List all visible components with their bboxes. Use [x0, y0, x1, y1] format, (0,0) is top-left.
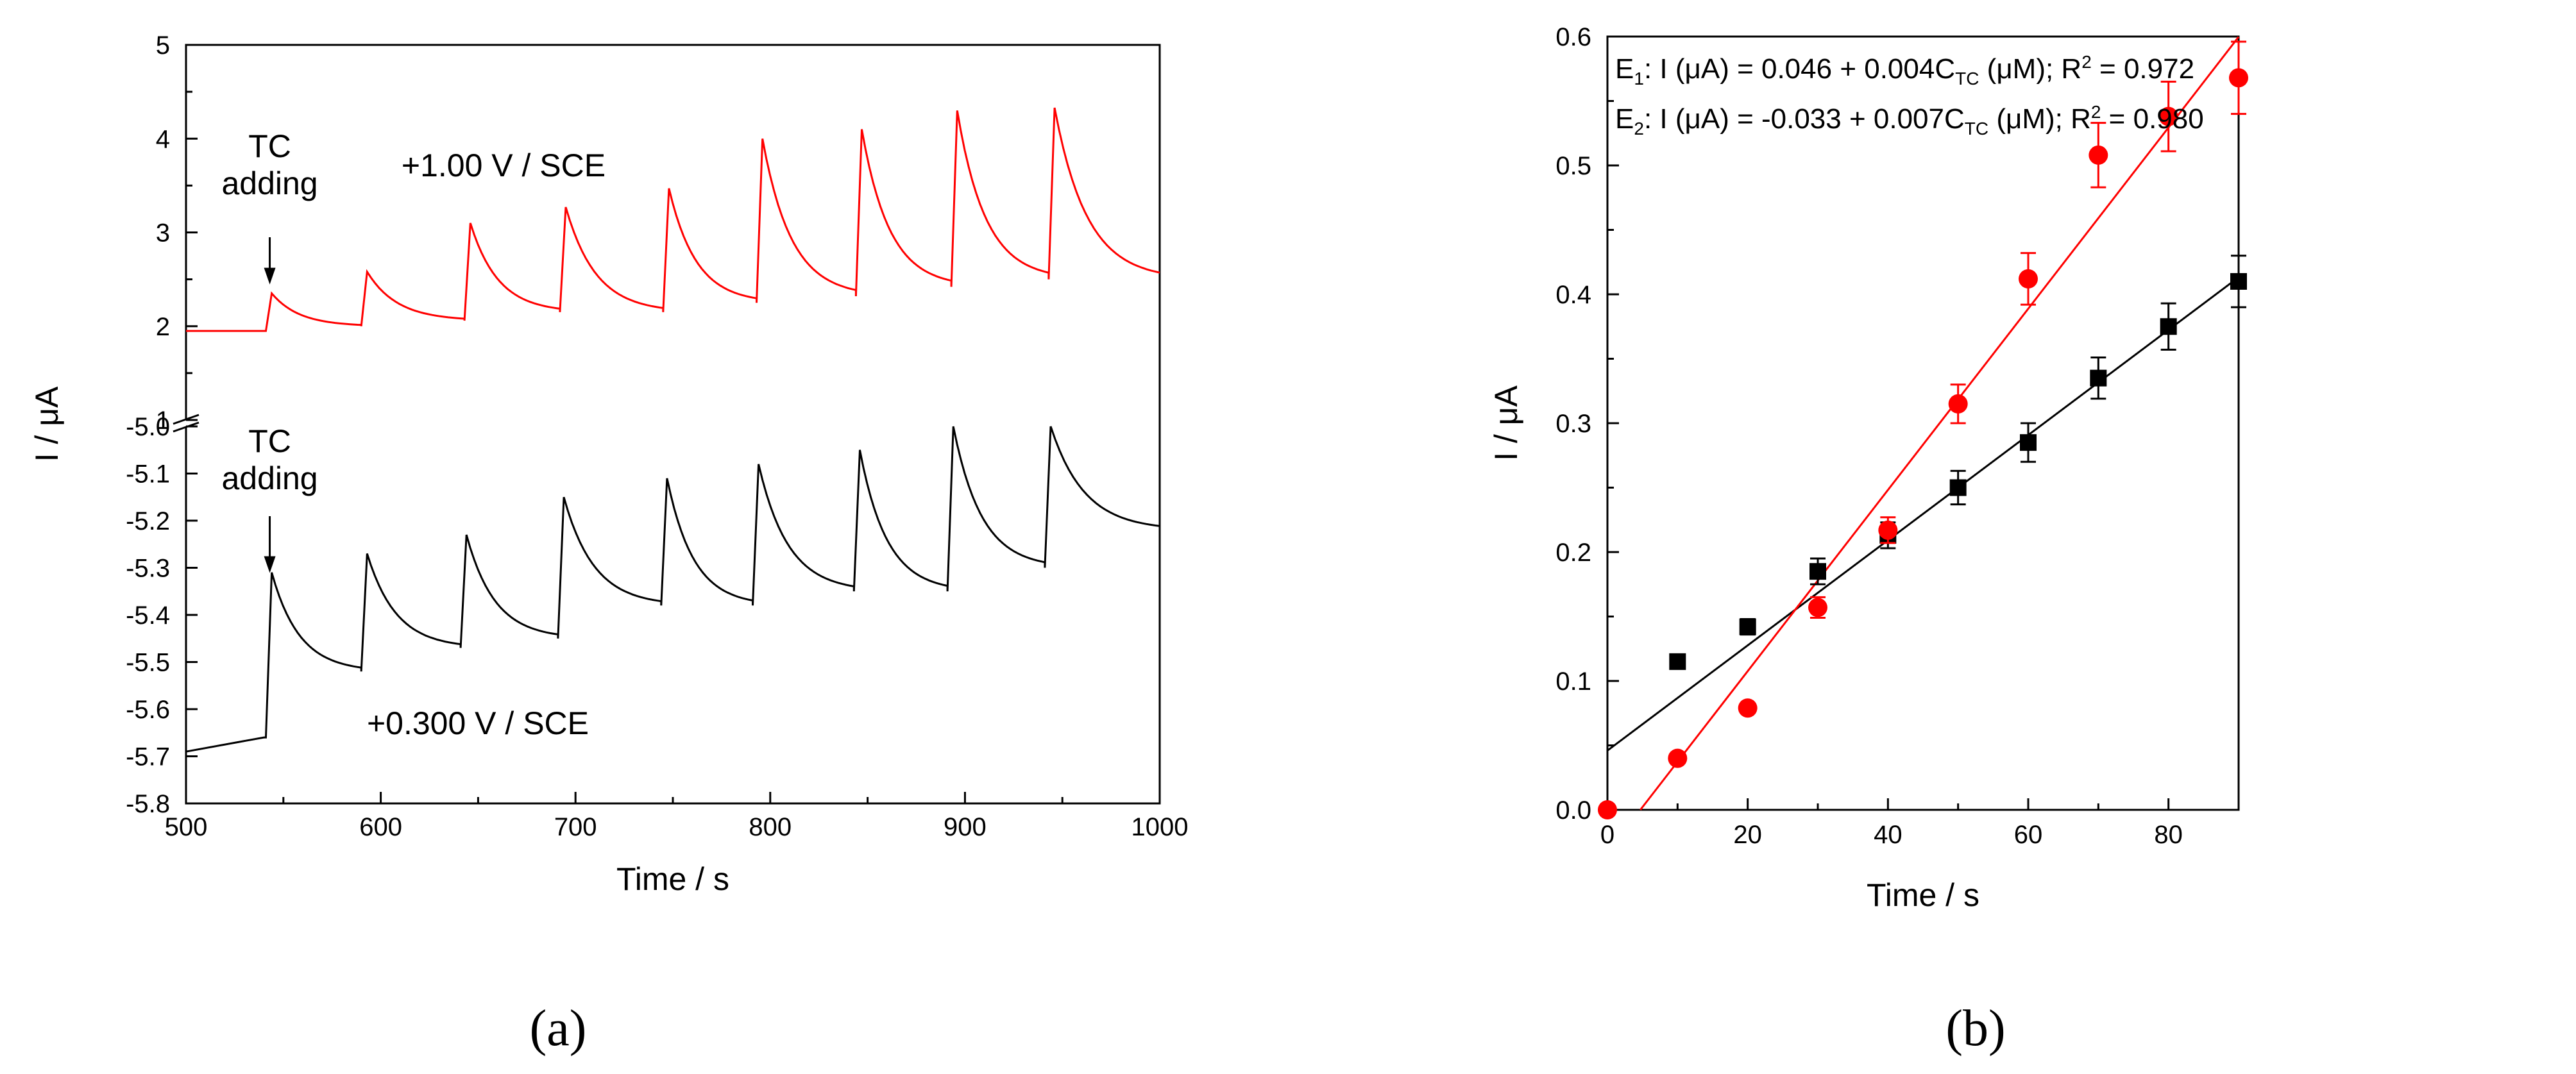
x-tick-label: 1000 — [1131, 813, 1189, 841]
data-point-e2 — [2089, 145, 2108, 165]
equation-e1: E1: I (μA) = 0.046 + 0.004CTC (μM); R2 =… — [1615, 52, 2194, 88]
annotation-tc-line1: TC — [248, 128, 291, 164]
y-tick-label: 5 — [156, 31, 170, 60]
fit-line-e2 — [1640, 36, 2240, 810]
data-point-e1 — [1949, 479, 1967, 496]
y-tick-label: -5.0 — [126, 413, 170, 441]
x-axis-title-b: Time / s — [1867, 877, 1979, 913]
chart-b: 0 20 40 60 80 0.0 0.1 0.2 0.3 0.4 0.5 0.6 Time / s I … — [1488, 23, 2248, 913]
annotation-tc-line2: adding — [221, 165, 318, 201]
fit-line-e1 — [1607, 276, 2239, 751]
chart-a: 500 600 700 800 900 1000 1 2 3 4 5 -5.0 -5.1 -5.2 -5.3… — [29, 31, 1188, 897]
data-point-e2 — [1668, 748, 1688, 768]
x-tick-label: 500 — [165, 813, 208, 841]
y-tick-label: -5.6 — [126, 696, 170, 724]
x-axis-title-a: Time / s — [616, 861, 729, 897]
x-tick-label: 700 — [554, 813, 597, 841]
equation-e2: E2: I (μA) = -0.033 + 0.007CTC (μM); R2 … — [1615, 102, 2204, 138]
y-tick-label: 3 — [156, 219, 170, 248]
y-tick-label: -5.3 — [126, 555, 170, 583]
x-tick-label: 20 — [1733, 821, 1762, 849]
x-tick-label: 40 — [1874, 821, 1902, 849]
y-tick-label: 4 — [156, 125, 170, 153]
plot-frame-a — [185, 44, 1161, 805]
y-tick-label: 0.4 — [1555, 281, 1591, 309]
data-point-e2 — [2158, 106, 2178, 126]
annotation-arrow-head — [264, 267, 276, 285]
annotation-arrow-head — [264, 556, 276, 573]
series-label-upper: +1.00 V / SCE — [402, 147, 606, 183]
y-tick-label: 0.6 — [1555, 23, 1591, 51]
data-point-e1 — [2020, 434, 2037, 451]
data-point-e1 — [2090, 369, 2107, 387]
y-axis-title-b: I / μA — [1488, 385, 1524, 460]
data-point-e2 — [1738, 698, 1758, 718]
y-tick-label: -5.4 — [126, 601, 170, 630]
series-line-upper — [186, 107, 1160, 332]
data-point-e1 — [2230, 273, 2247, 290]
data-point-e1 — [1739, 618, 1756, 635]
data-point-e2 — [2229, 68, 2248, 88]
x-tick-label: 800 — [749, 813, 792, 841]
series-label-lower: +0.300 V / SCE — [367, 705, 589, 741]
data-point-e2 — [1878, 520, 1898, 540]
panel-a-label: (a) — [530, 1000, 587, 1057]
annotation-tc-line1: TC — [248, 423, 291, 459]
y-tick-label: 0.2 — [1555, 539, 1591, 567]
data-point-e1 — [1809, 563, 1826, 580]
x-tick-label: 60 — [2014, 821, 2043, 849]
data-point-e2 — [2019, 269, 2038, 289]
y-axis-title-a: I / μA — [29, 386, 65, 462]
y-tick-label: 1 — [156, 407, 170, 435]
y-tick-label: 2 — [156, 313, 170, 341]
data-point-e2 — [1598, 800, 1617, 819]
y-tick-label: 0.3 — [1555, 410, 1591, 438]
y-tick-label: -5.8 — [126, 790, 170, 818]
y-tick-label: 0.1 — [1555, 667, 1591, 696]
annotation-tc-line2: adding — [221, 460, 318, 496]
y-tick-label: -5.5 — [126, 649, 170, 677]
y-tick-label: 0.5 — [1555, 152, 1591, 180]
data-point-e1 — [2160, 318, 2177, 335]
x-tick-label: 0 — [1600, 821, 1614, 849]
y-tick-label: -5.7 — [126, 743, 170, 771]
y-tick-label: -5.2 — [126, 507, 170, 535]
x-tick-label: 80 — [2154, 821, 2183, 849]
data-point-e2 — [1808, 598, 1827, 617]
series-line-lower — [185, 426, 1160, 753]
plot-frame-b — [1606, 35, 2240, 811]
data-point-e1 — [1669, 653, 1686, 670]
y-tick-label: 0.0 — [1555, 796, 1591, 825]
x-tick-label: 600 — [359, 813, 402, 841]
data-point-e2 — [1948, 394, 1968, 414]
x-tick-label: 900 — [944, 813, 987, 841]
y-tick-label: -5.1 — [126, 460, 170, 489]
panel-b-label: (b) — [1945, 1000, 2005, 1057]
